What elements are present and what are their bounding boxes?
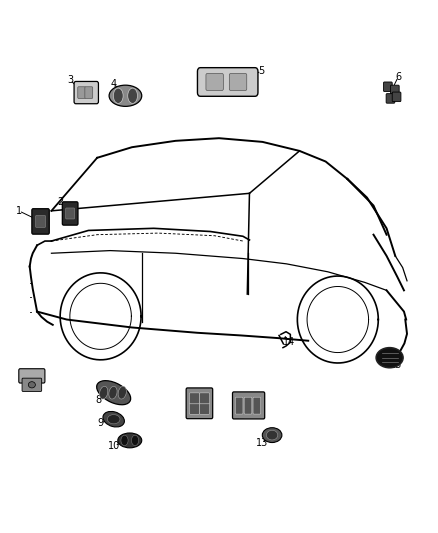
FancyBboxPatch shape xyxy=(198,68,258,96)
Ellipse shape xyxy=(28,382,35,388)
Ellipse shape xyxy=(118,386,127,399)
Text: 12: 12 xyxy=(234,411,246,421)
Ellipse shape xyxy=(113,88,123,103)
Ellipse shape xyxy=(109,85,142,107)
Text: 15: 15 xyxy=(390,360,403,369)
Text: 11: 11 xyxy=(184,409,197,419)
Text: 10: 10 xyxy=(109,441,121,451)
Text: 2: 2 xyxy=(57,197,63,207)
FancyBboxPatch shape xyxy=(35,215,46,228)
Text: 1: 1 xyxy=(16,206,22,216)
FancyBboxPatch shape xyxy=(78,87,85,99)
Ellipse shape xyxy=(118,433,142,448)
Text: 13: 13 xyxy=(255,438,268,448)
Ellipse shape xyxy=(107,415,120,424)
Ellipse shape xyxy=(131,435,139,446)
Ellipse shape xyxy=(376,348,403,368)
FancyBboxPatch shape xyxy=(386,94,395,103)
FancyBboxPatch shape xyxy=(391,85,399,95)
FancyBboxPatch shape xyxy=(85,87,93,99)
FancyBboxPatch shape xyxy=(199,393,210,404)
Text: 6: 6 xyxy=(395,71,401,82)
Ellipse shape xyxy=(97,381,131,405)
FancyBboxPatch shape xyxy=(190,403,200,414)
Ellipse shape xyxy=(99,386,108,399)
FancyBboxPatch shape xyxy=(186,388,213,419)
Ellipse shape xyxy=(266,430,278,440)
Text: 8: 8 xyxy=(95,395,101,405)
FancyBboxPatch shape xyxy=(32,209,49,234)
FancyBboxPatch shape xyxy=(206,74,223,91)
FancyBboxPatch shape xyxy=(190,393,200,404)
FancyBboxPatch shape xyxy=(233,392,265,419)
Text: 4: 4 xyxy=(111,78,117,88)
Text: 14: 14 xyxy=(283,337,296,347)
Text: 3: 3 xyxy=(67,75,73,85)
Text: 5: 5 xyxy=(258,67,265,76)
Ellipse shape xyxy=(128,88,138,103)
FancyBboxPatch shape xyxy=(230,74,247,91)
Ellipse shape xyxy=(262,427,282,442)
FancyBboxPatch shape xyxy=(235,397,243,414)
Ellipse shape xyxy=(121,435,128,446)
FancyBboxPatch shape xyxy=(74,82,99,104)
Ellipse shape xyxy=(109,386,117,399)
FancyBboxPatch shape xyxy=(22,378,42,391)
FancyBboxPatch shape xyxy=(199,403,210,414)
FancyBboxPatch shape xyxy=(19,369,45,383)
FancyBboxPatch shape xyxy=(244,397,252,414)
FancyBboxPatch shape xyxy=(392,92,401,102)
FancyBboxPatch shape xyxy=(62,202,78,225)
FancyBboxPatch shape xyxy=(384,82,392,92)
Text: 9: 9 xyxy=(98,418,104,428)
FancyBboxPatch shape xyxy=(66,208,75,219)
Ellipse shape xyxy=(103,411,124,427)
Text: 7: 7 xyxy=(22,379,28,389)
FancyBboxPatch shape xyxy=(253,397,261,414)
